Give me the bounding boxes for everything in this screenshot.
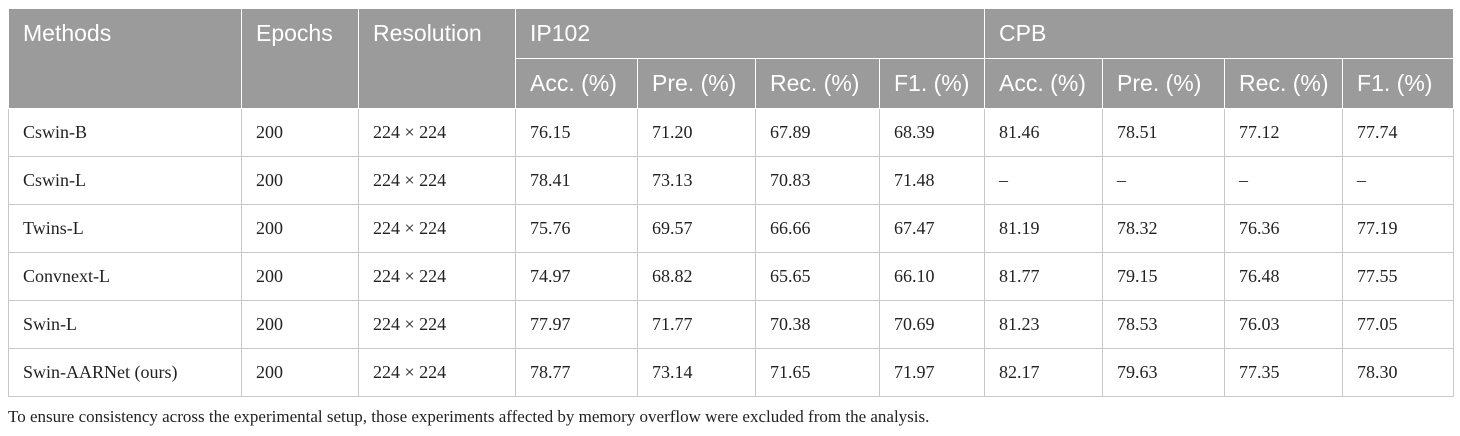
- cell-cpb-rec: 76.03: [1224, 300, 1344, 349]
- cell-ip102-f1: 66.10: [878, 252, 986, 301]
- cell-method: Twins-L: [8, 204, 242, 253]
- cell-ip102-rec: 66.66: [755, 204, 880, 253]
- header-ip102-rec: Rec. (%): [755, 58, 880, 109]
- cell-cpb-pre: 78.32: [1102, 204, 1226, 253]
- cell-resolution: 224 × 224: [358, 348, 516, 397]
- table-row: Convnext-L 200 224 × 224 74.97 68.82 65.…: [8, 252, 1455, 301]
- cell-cpb-pre: 78.51: [1102, 108, 1226, 157]
- header-row-metrics: Acc. (%) Pre. (%) Rec. (%) F1. (%) Acc. …: [9, 58, 1455, 109]
- table-row: Cswin-L 200 224 × 224 78.41 73.13 70.83 …: [8, 156, 1455, 205]
- header-epochs: Epochs: [241, 8, 359, 109]
- cell-ip102-pre: 73.14: [637, 348, 756, 397]
- cell-ip102-pre: 68.82: [637, 252, 756, 301]
- cell-ip102-f1: 70.69: [878, 300, 986, 349]
- cell-cpb-rec: 77.12: [1224, 108, 1344, 157]
- cell-epochs: 200: [241, 156, 359, 205]
- header-ip102-acc: Acc. (%): [515, 58, 638, 109]
- header-group-cpb: CPB: [984, 8, 1455, 59]
- cell-cpb-rec: 76.36: [1224, 204, 1344, 253]
- cell-ip102-acc: 74.97: [515, 252, 638, 301]
- header-methods: Methods: [8, 8, 242, 109]
- cell-cpb-rec: –: [1224, 156, 1344, 205]
- cell-ip102-rec: 70.83: [755, 156, 880, 205]
- cell-cpb-pre: –: [1102, 156, 1226, 205]
- cell-ip102-acc: 78.77: [515, 348, 638, 397]
- cell-cpb-acc: 82.17: [984, 348, 1104, 397]
- cell-ip102-rec: 67.89: [755, 108, 880, 157]
- cell-cpb-acc: 81.77: [984, 252, 1104, 301]
- cell-cpb-f1: 78.30: [1342, 348, 1455, 397]
- cell-resolution: 224 × 224: [358, 204, 516, 253]
- cell-epochs: 200: [241, 300, 359, 349]
- header-cpb-acc: Acc. (%): [984, 58, 1104, 109]
- cell-ip102-pre: 71.20: [637, 108, 756, 157]
- table-row: Cswin-B 200 224 × 224 76.15 71.20 67.89 …: [8, 108, 1455, 157]
- table-row: Swin-L 200 224 × 224 77.97 71.77 70.38 7…: [8, 300, 1455, 349]
- cell-resolution: 224 × 224: [358, 300, 516, 349]
- cell-ip102-f1: 71.48: [878, 156, 986, 205]
- cell-ip102-acc: 75.76: [515, 204, 638, 253]
- cell-ip102-pre: 73.13: [637, 156, 756, 205]
- cell-cpb-f1: 77.19: [1342, 204, 1455, 253]
- cell-ip102-acc: 77.97: [515, 300, 638, 349]
- cell-cpb-acc: 81.46: [984, 108, 1104, 157]
- header-group-ip102: IP102: [514, 8, 986, 59]
- cell-method: Cswin-B: [8, 108, 242, 157]
- cell-ip102-f1: 68.39: [878, 108, 986, 157]
- table-row: Twins-L 200 224 × 224 75.76 69.57 66.66 …: [8, 204, 1455, 253]
- cell-cpb-f1: –: [1342, 156, 1455, 205]
- header-cpb-f1: F1. (%): [1342, 58, 1455, 109]
- cell-ip102-acc: 76.15: [515, 108, 638, 157]
- cell-resolution: 224 × 224: [358, 108, 516, 157]
- cell-ip102-f1: 67.47: [878, 204, 986, 253]
- header-cpb-pre: Pre. (%): [1102, 58, 1226, 109]
- cell-method: Swin-AARNet (ours): [8, 348, 242, 397]
- cell-cpb-f1: 77.74: [1342, 108, 1455, 157]
- header-ip102-f1: F1. (%): [878, 58, 986, 109]
- cell-cpb-rec: 76.48: [1224, 252, 1344, 301]
- header-cpb-rec: Rec. (%): [1224, 58, 1344, 109]
- cell-cpb-f1: 77.05: [1342, 300, 1455, 349]
- cell-ip102-pre: 71.77: [637, 300, 756, 349]
- cell-ip102-pre: 69.57: [637, 204, 756, 253]
- table-row: Swin-AARNet (ours) 200 224 × 224 78.77 7…: [8, 348, 1455, 397]
- cell-ip102-rec: 65.65: [755, 252, 880, 301]
- cell-method: Convnext-L: [8, 252, 242, 301]
- cell-cpb-acc: 81.19: [984, 204, 1104, 253]
- cell-method: Swin-L: [8, 300, 242, 349]
- table-header: Methods Epochs Resolution IP102 CPB Acc.…: [8, 8, 1455, 109]
- results-table: Methods Epochs Resolution IP102 CPB Acc.…: [8, 8, 1455, 397]
- cell-ip102-rec: 70.38: [755, 300, 880, 349]
- cell-cpb-rec: 77.35: [1224, 348, 1344, 397]
- cell-epochs: 200: [241, 204, 359, 253]
- table-body: Cswin-B 200 224 × 224 76.15 71.20 67.89 …: [8, 108, 1455, 397]
- cell-cpb-acc: 81.23: [984, 300, 1104, 349]
- cell-resolution: 224 × 224: [358, 156, 516, 205]
- cell-epochs: 200: [241, 252, 359, 301]
- cell-cpb-pre: 79.15: [1102, 252, 1226, 301]
- cell-epochs: 200: [241, 348, 359, 397]
- cell-method: Cswin-L: [8, 156, 242, 205]
- table-footnote: To ensure consistency across the experim…: [8, 407, 930, 426]
- header-ip102-pre: Pre. (%): [637, 58, 756, 109]
- header-resolution: Resolution: [358, 8, 516, 109]
- cell-ip102-f1: 71.97: [878, 348, 986, 397]
- cell-ip102-acc: 78.41: [515, 156, 638, 205]
- cell-resolution: 224 × 224: [358, 252, 516, 301]
- cell-cpb-acc: –: [984, 156, 1104, 205]
- cell-cpb-pre: 79.63: [1102, 348, 1226, 397]
- header-row-groups: Methods Epochs Resolution IP102 CPB: [8, 8, 1455, 109]
- cell-cpb-pre: 78.53: [1102, 300, 1226, 349]
- cell-epochs: 200: [241, 108, 359, 157]
- cell-ip102-rec: 71.65: [755, 348, 880, 397]
- cell-cpb-f1: 77.55: [1342, 252, 1455, 301]
